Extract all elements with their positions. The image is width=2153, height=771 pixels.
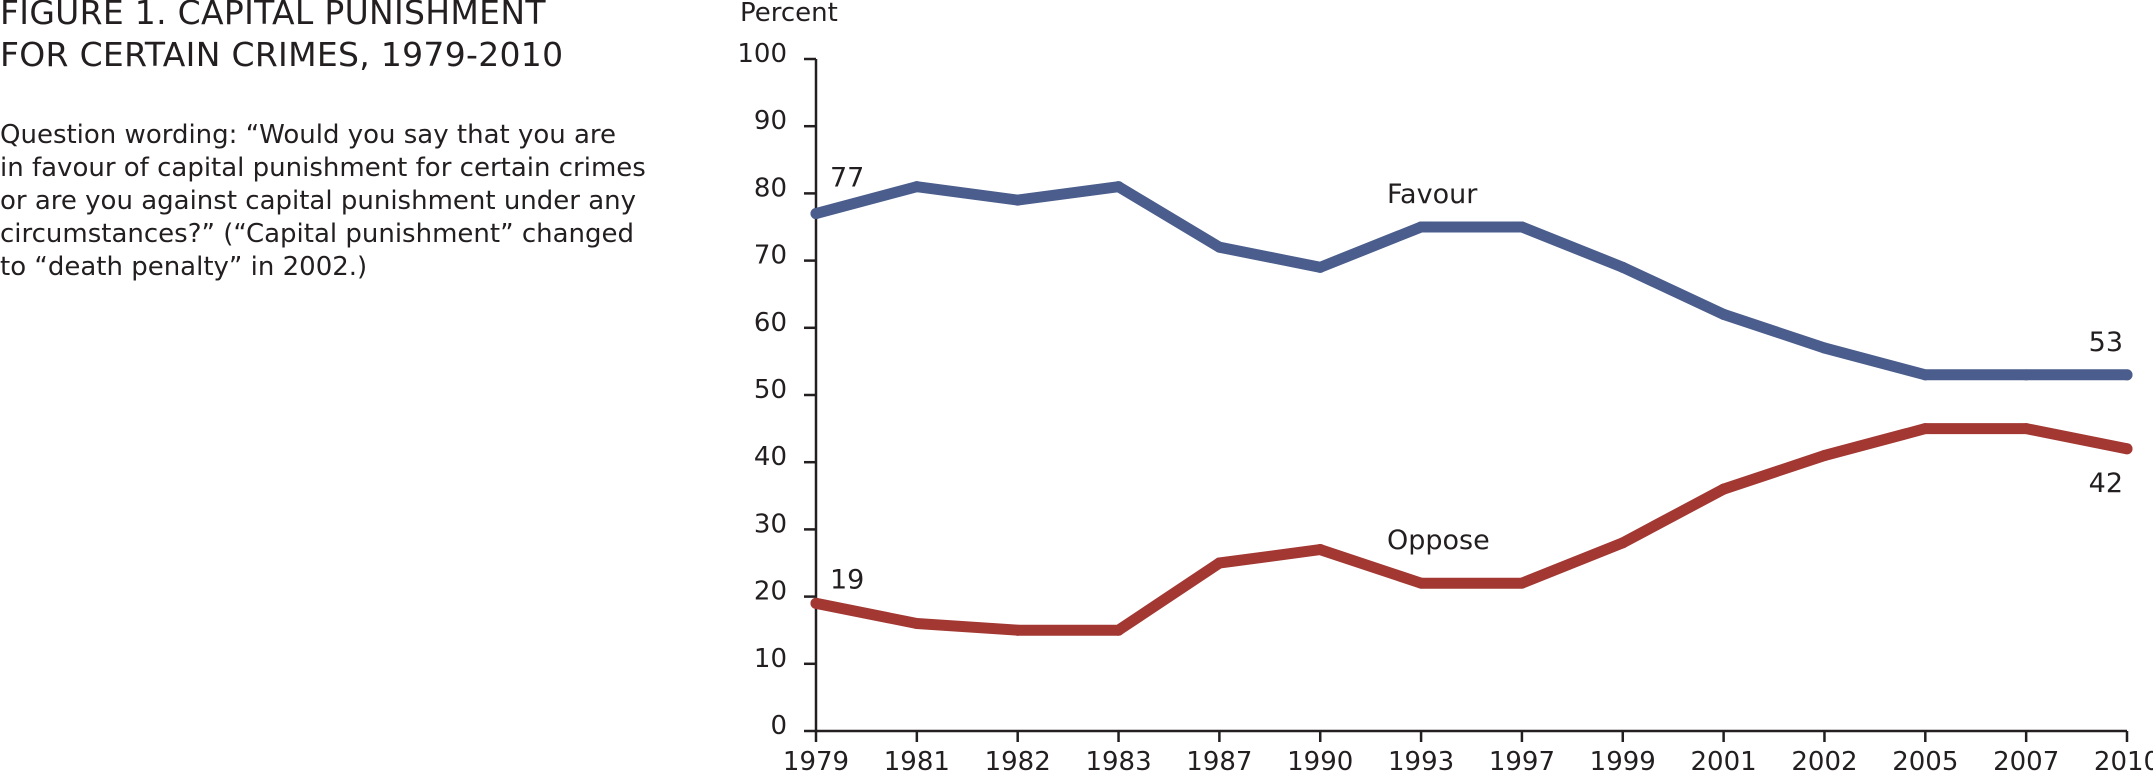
x-tick-label: 1997 [1489, 747, 1555, 771]
question-line-4: circumstances?” (“Capital punishment” ch… [0, 219, 635, 249]
data-point-favour [1012, 194, 1024, 206]
y-tick-label: 40 [754, 442, 787, 472]
x-tick-label: 1983 [1085, 747, 1151, 771]
data-point-favour [1818, 342, 1830, 354]
data-point-favour [1113, 181, 1125, 193]
data-label-favour-start: 77 [830, 163, 864, 194]
data-point-favour [1415, 221, 1427, 233]
question-line-3: or are you against capital punishment un… [0, 186, 637, 216]
figure-title-line-1: FIGURE 1. CAPITAL PUNISHMENT [0, 0, 546, 32]
data-point-oppose [1314, 544, 1326, 556]
y-tick-label: 80 [754, 173, 787, 203]
question-wording: Question wording: “Would you say that yo… [0, 119, 660, 284]
data-point-oppose [1415, 577, 1427, 589]
y-tick-label: 100 [737, 39, 787, 69]
x-tick-label: 2005 [1892, 747, 1958, 771]
data-point-favour [2020, 369, 2032, 381]
figure-title: FIGURE 1. CAPITAL PUNISHMENT FOR CERTAIN… [0, 0, 700, 76]
data-point-favour [911, 181, 923, 193]
axes: 0 10 20 30 40 50 60 70 80 90 100 1979 1981 1982 1983 19… [737, 39, 2153, 771]
data-point-oppose [1012, 624, 1024, 636]
series-label-oppose: Oppose [1387, 525, 1490, 556]
data-point-oppose [810, 597, 822, 609]
x-tick-label: 1981 [884, 747, 950, 771]
x-tick-label: 1979 [783, 747, 849, 771]
data-point-oppose [2020, 423, 2032, 435]
series-label-favour: Favour [1387, 179, 1478, 210]
data-point-oppose [2121, 443, 2133, 455]
data-point-favour [1314, 261, 1326, 273]
y-tick-label: 30 [754, 509, 787, 539]
figure-title-line-2: FOR CERTAIN CRIMES, 1979-2010 [0, 35, 564, 74]
x-tick-label: 1990 [1287, 747, 1353, 771]
y-axis-label: Percent [740, 0, 838, 28]
x-tick-label: 2010 [2094, 747, 2153, 771]
data-point-favour [1617, 261, 1629, 273]
x-tick-label: 1993 [1388, 747, 1454, 771]
data-point-oppose [911, 617, 923, 629]
data-point-favour [810, 208, 822, 220]
data-point-favour [1213, 241, 1225, 253]
question-line-1: Question wording: “Would you say that yo… [0, 120, 617, 150]
x-tick-label: 2007 [1993, 747, 2059, 771]
y-tick-label: 90 [754, 106, 787, 136]
x-tick-label: 2002 [1791, 747, 1857, 771]
x-tick-label: 1987 [1186, 747, 1252, 771]
data-point-oppose [1516, 577, 1528, 589]
data-point-favour [1516, 221, 1528, 233]
question-line-2: in favour of capital punishment for cert… [0, 153, 646, 183]
data-point-favour [1919, 369, 1931, 381]
data-point-oppose [1919, 423, 1931, 435]
data-label-oppose-start: 19 [830, 564, 864, 595]
data-point-oppose [1213, 557, 1225, 569]
x-tick-label: 2001 [1691, 747, 1757, 771]
x-tick-label: 1999 [1590, 747, 1656, 771]
data-point-oppose [1718, 483, 1730, 495]
series-layer: Favour 77 53 Oppose 19 42 [810, 163, 2133, 636]
data-point-oppose [1617, 537, 1629, 549]
data-label-favour-end: 53 [2089, 327, 2123, 358]
series-line-oppose [810, 423, 2133, 636]
data-point-oppose [1113, 624, 1125, 636]
series-line-favour [810, 181, 2133, 381]
y-tick-label: 0 [770, 711, 787, 741]
data-point-oppose [1818, 449, 1830, 461]
data-point-favour [2121, 369, 2133, 381]
x-tick-label: 1982 [985, 747, 1051, 771]
data-label-oppose-end: 42 [2089, 468, 2123, 499]
y-tick-label: 10 [754, 644, 787, 674]
question-line-5: to “death penalty” in 2002.) [0, 252, 368, 282]
y-tick-label: 70 [754, 241, 787, 271]
data-point-favour [1718, 308, 1730, 320]
y-tick-label: 60 [754, 308, 787, 338]
y-tick-label: 20 [754, 577, 787, 607]
y-tick-label: 50 [754, 375, 787, 405]
